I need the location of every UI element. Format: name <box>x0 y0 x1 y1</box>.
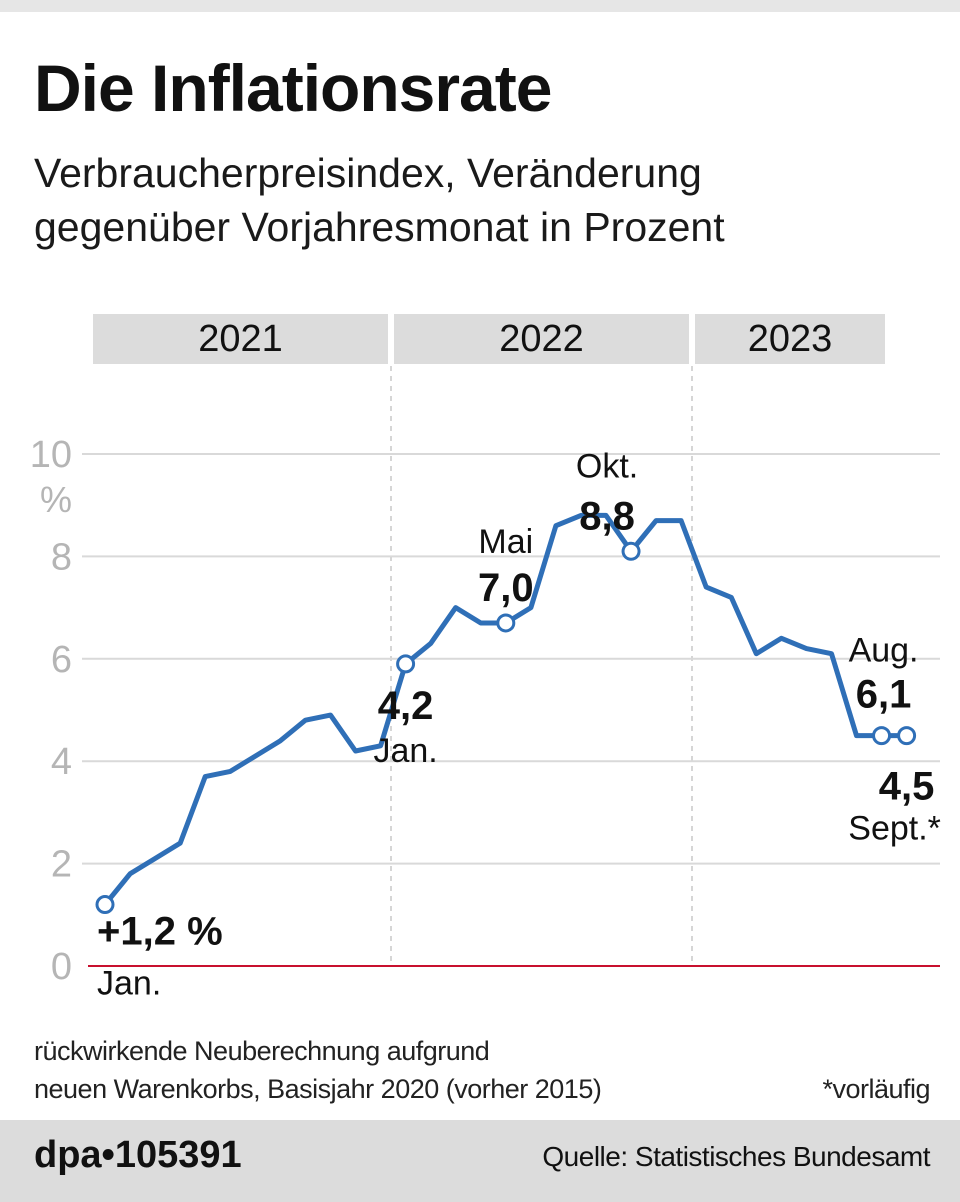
y-unit-label: % <box>40 479 72 520</box>
data-point <box>454 606 458 610</box>
data-label-month: Aug. <box>849 632 919 670</box>
preliminary-note: *vorläufig <box>822 1074 930 1104</box>
data-point <box>554 524 558 528</box>
year-label-2023: 2023 <box>695 314 885 364</box>
data-label-value: 4,2 <box>378 684 434 728</box>
data-label-value: +1,2 % <box>97 910 223 954</box>
y-tick-label-2: 2 <box>51 844 72 886</box>
recalculation-note: rückwirkende Neuberechnung aufgrund neue… <box>34 1032 602 1108</box>
footer-bar <box>0 1120 960 1202</box>
data-point <box>729 595 733 599</box>
year-label-2022: 2022 <box>394 314 689 364</box>
agency-id: dpa•105391 <box>34 1134 242 1176</box>
data-label-month: Jan. <box>373 732 437 770</box>
data-point <box>328 713 332 717</box>
data-point <box>654 519 658 523</box>
data-label-month: Okt. <box>576 447 638 485</box>
chart-subtitle: Verbraucherpreisindex, Veränderung gegen… <box>34 146 934 254</box>
data-point <box>779 636 783 640</box>
data-point <box>429 641 433 645</box>
y-tick-label-4: 4 <box>51 741 72 783</box>
data-point <box>128 872 132 876</box>
data-label-month: Sept.* <box>848 810 941 848</box>
highlight-marker <box>872 726 892 746</box>
data-point <box>153 856 157 860</box>
data-point <box>354 749 358 753</box>
y-tick-label-6: 6 <box>51 639 72 681</box>
year-label-2021: 2021 <box>93 314 388 364</box>
y-tick-label-8: 8 <box>51 536 72 578</box>
data-point <box>679 519 683 523</box>
y-tick-label-10: 10 <box>30 434 72 476</box>
data-point <box>704 585 708 589</box>
highlight-marker <box>496 613 516 633</box>
data-label-value: 7,0 <box>478 566 534 610</box>
data-label-month: Jan. <box>97 965 161 1003</box>
data-point <box>253 754 257 758</box>
highlight-marker <box>396 654 416 674</box>
data-point <box>178 841 182 845</box>
data-label-value: 6,1 <box>856 673 912 717</box>
note-line-2: neuen Warenkorbs, Basisjahr 2020 (vorher… <box>34 1074 602 1104</box>
y-tick-label-0: 0 <box>51 946 72 988</box>
source-credit: Quelle: Statistisches Bundesamt <box>542 1141 930 1172</box>
highlight-marker <box>621 541 641 561</box>
data-point <box>303 718 307 722</box>
data-point <box>855 734 859 738</box>
data-label-value: 4,5 <box>879 765 935 809</box>
data-point <box>804 647 808 651</box>
subtitle-line-2: gegenüber Vorjahresmonat in Prozent <box>34 204 725 250</box>
highlight-marker <box>897 726 917 746</box>
note-line-1: rückwirkende Neuberechnung aufgrund <box>34 1036 490 1066</box>
data-point <box>228 769 232 773</box>
subtitle-line-1: Verbraucherpreisindex, Veränderung <box>34 150 702 196</box>
data-point <box>829 652 833 656</box>
data-label-value: 8,8 <box>579 494 635 538</box>
data-point <box>278 739 282 743</box>
highlight-marker <box>95 895 115 915</box>
data-point <box>479 621 483 625</box>
data-point <box>203 775 207 779</box>
chart-title: Die Inflationsrate <box>34 51 552 125</box>
data-label-month: Mai <box>478 523 533 561</box>
data-point <box>754 652 758 656</box>
top-border <box>0 0 960 12</box>
